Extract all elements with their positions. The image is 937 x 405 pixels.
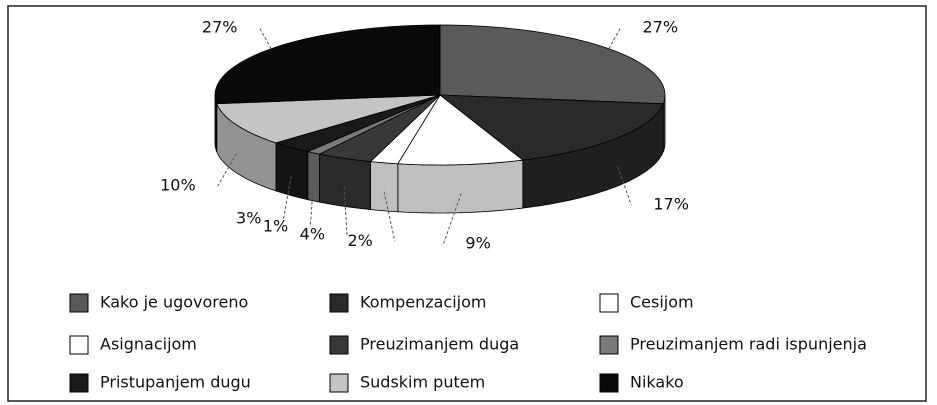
leader-line xyxy=(608,27,621,49)
legend-label: Cesijom xyxy=(630,293,694,312)
legend-swatch xyxy=(69,373,89,393)
legend-swatch xyxy=(329,373,349,393)
data-label: 27% xyxy=(202,17,238,36)
legend-label: Preuzimanjem radi ispunjenja xyxy=(630,335,867,354)
legend-swatch xyxy=(599,373,619,393)
legend-swatch xyxy=(599,293,619,313)
slice xyxy=(306,94,441,155)
slice xyxy=(397,94,524,166)
leader-line xyxy=(309,181,315,227)
legend-label: Asignacijom xyxy=(100,335,197,354)
legend-swatch xyxy=(69,335,89,355)
leader-line xyxy=(282,176,292,220)
leader-line xyxy=(617,166,632,206)
slice-side xyxy=(319,153,371,211)
data-label: 10% xyxy=(160,176,196,195)
slice-side xyxy=(370,161,399,213)
slice-side xyxy=(275,142,309,201)
legend-label: Sudskim putem xyxy=(360,373,485,392)
legend-swatch xyxy=(329,293,349,313)
legend-label: Preuzimanjem duga xyxy=(360,335,519,354)
leader-line xyxy=(343,187,348,235)
leader-line xyxy=(217,153,237,187)
slice xyxy=(216,94,441,144)
data-label: 2% xyxy=(347,231,372,250)
legend-label: Kako je ugovoreno xyxy=(100,293,248,312)
slice-side xyxy=(397,159,524,214)
slice xyxy=(214,24,441,105)
legend-label: Kompenzacijom xyxy=(360,293,486,312)
legend-swatch xyxy=(599,335,619,355)
legend-swatch xyxy=(329,335,349,355)
legend-label: Pristupanjem dugu xyxy=(100,373,251,392)
slice-side xyxy=(307,151,320,203)
data-label: 3% xyxy=(236,209,261,228)
leader-line xyxy=(442,193,462,245)
leader-line xyxy=(383,191,396,242)
data-label: 9% xyxy=(465,234,490,253)
data-label: 27% xyxy=(643,17,679,36)
legend-label: Nikako xyxy=(630,373,684,392)
data-label: 4% xyxy=(300,224,325,243)
leader-line xyxy=(259,27,272,49)
legend-swatch xyxy=(69,293,89,313)
slice xyxy=(274,94,441,153)
data-label: 1% xyxy=(263,216,288,235)
slice xyxy=(318,94,441,162)
data-label: 17% xyxy=(653,195,689,214)
slice xyxy=(438,94,664,161)
